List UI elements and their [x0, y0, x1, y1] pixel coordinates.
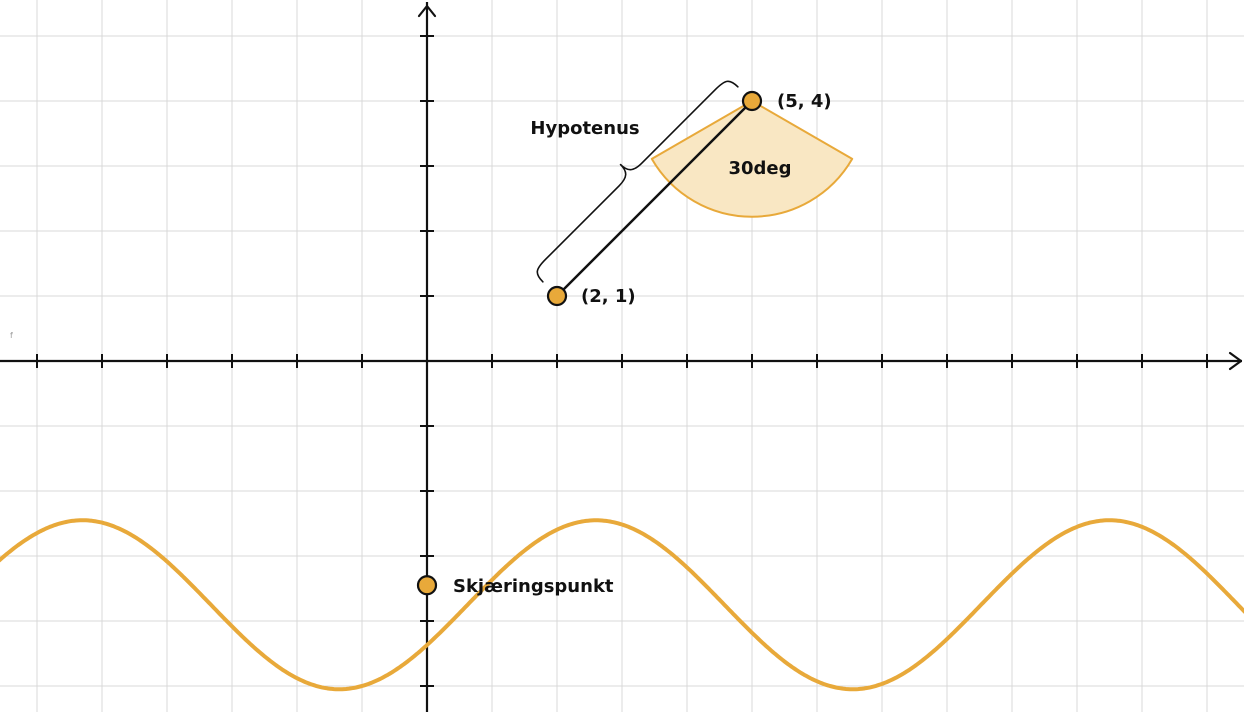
point-label-5-4: (5, 4) — [777, 91, 832, 112]
points[interactable] — [416, 90, 763, 596]
brace-icon — [536, 80, 739, 283]
point-intersection[interactable] — [416, 575, 438, 596]
sine-curve-path[interactable] — [0, 518, 1244, 692]
point-label-2-1: (2, 1) — [581, 286, 636, 307]
point-5-4[interactable] — [741, 90, 763, 112]
angle-sector-shape[interactable] — [650, 100, 854, 218]
labels: Hypotenus 30deg (2, 1) (5, 4) Skjæringsp… — [10, 91, 832, 597]
edge-mark: f — [10, 331, 13, 340]
x-axis-arrow-icon — [1228, 351, 1243, 371]
point-label-intersection: Skjæringspunkt — [453, 576, 614, 597]
angle-sector[interactable] — [650, 100, 854, 218]
hypotenuse-segment[interactable] — [555, 99, 754, 298]
angle-label: 30deg — [728, 158, 791, 179]
hypotenuse-brace — [536, 80, 739, 283]
point-2-1[interactable] — [546, 285, 568, 307]
sine-curve[interactable] — [0, 518, 1244, 692]
brace-label: Hypotenus — [530, 118, 639, 139]
y-axis-arrow-icon — [417, 4, 437, 18]
hypotenuse-line[interactable] — [555, 99, 754, 298]
